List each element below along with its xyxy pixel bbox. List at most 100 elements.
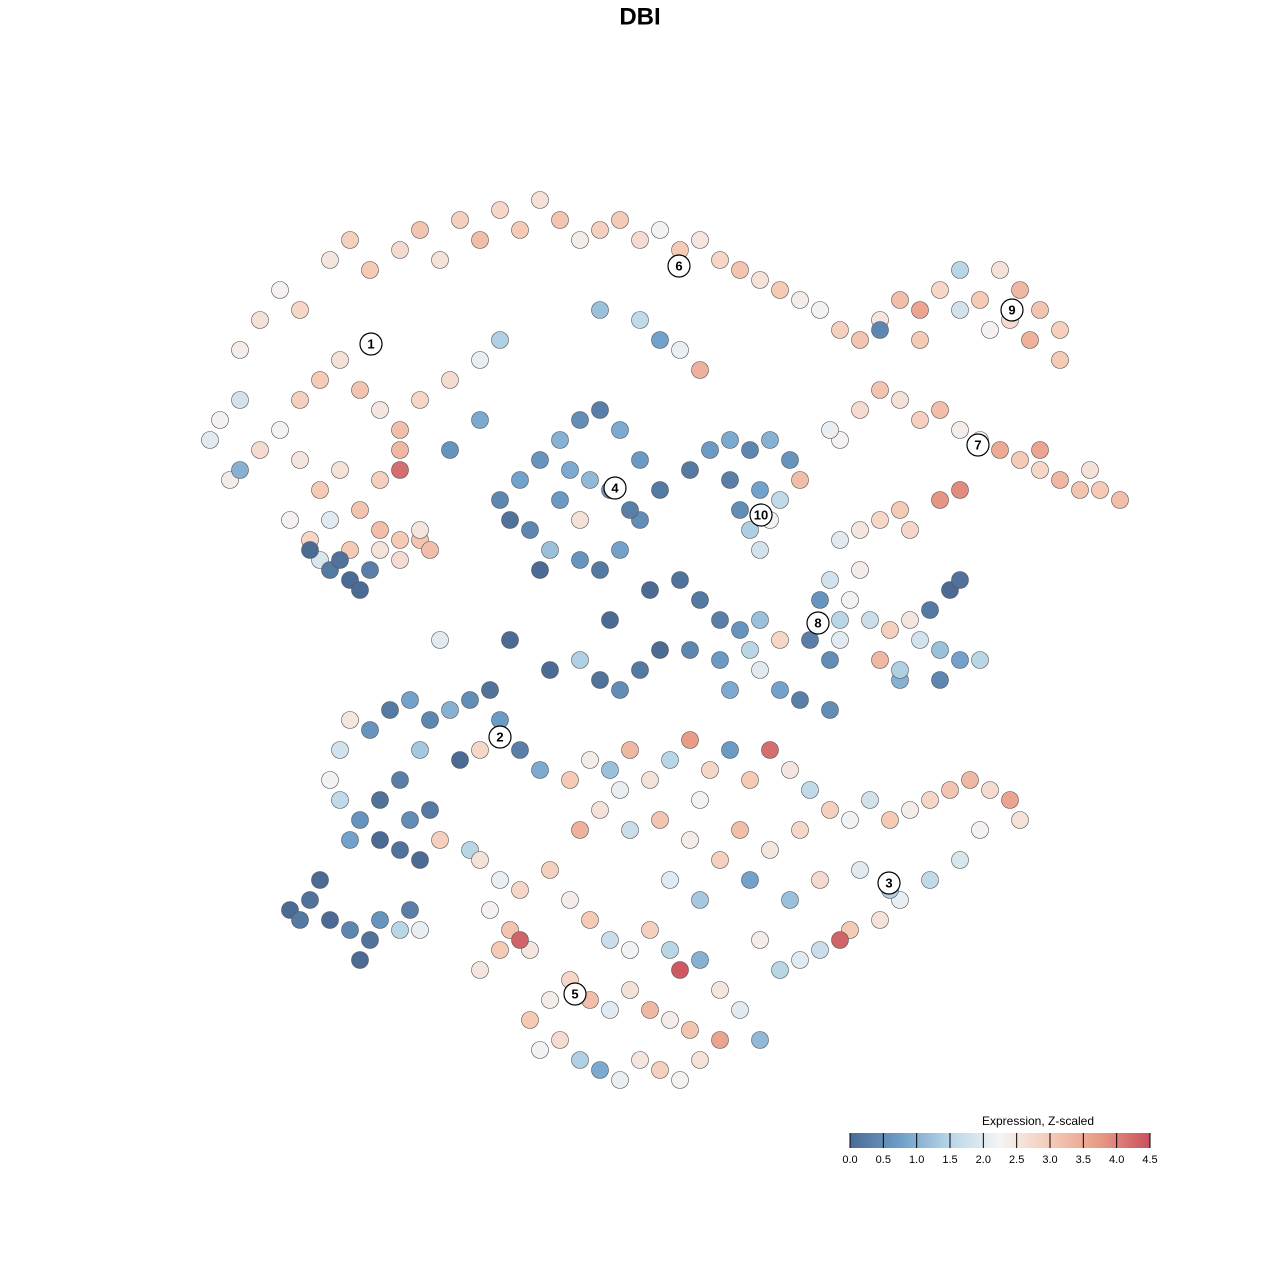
- point: [911, 301, 929, 319]
- point: [931, 401, 949, 419]
- cluster-label: 8: [814, 615, 821, 630]
- colorbar-tick-label: 0.0: [842, 1154, 857, 1166]
- point: [711, 851, 729, 869]
- point: [571, 511, 589, 529]
- point: [571, 651, 589, 669]
- point: [501, 631, 519, 649]
- point: [901, 521, 919, 539]
- point: [651, 811, 669, 829]
- point: [351, 581, 369, 599]
- point: [801, 781, 819, 799]
- point: [731, 501, 749, 519]
- point: [681, 641, 699, 659]
- point: [551, 431, 569, 449]
- point: [981, 321, 999, 339]
- point: [671, 571, 689, 589]
- point: [411, 741, 429, 759]
- colorbar-tick-label: 1.0: [909, 1154, 924, 1166]
- point: [641, 771, 659, 789]
- point: [351, 951, 369, 969]
- point: [391, 921, 409, 939]
- point: [1091, 481, 1109, 499]
- point: [401, 811, 419, 829]
- point: [791, 691, 809, 709]
- point: [681, 731, 699, 749]
- point: [671, 1071, 689, 1089]
- point: [471, 231, 489, 249]
- point: [971, 291, 989, 309]
- cluster-label: 9: [1008, 302, 1015, 317]
- point: [471, 961, 489, 979]
- point: [431, 251, 449, 269]
- point: [621, 981, 639, 999]
- point: [1001, 791, 1019, 809]
- point: [621, 741, 639, 759]
- point: [751, 271, 769, 289]
- point: [1011, 281, 1029, 299]
- point: [621, 821, 639, 839]
- point: [591, 1061, 609, 1079]
- point: [601, 931, 619, 949]
- point: [561, 771, 579, 789]
- point: [611, 1071, 629, 1089]
- point: [501, 511, 519, 529]
- point: [491, 201, 509, 219]
- point: [701, 761, 719, 779]
- cluster-label: 6: [675, 258, 682, 273]
- point: [651, 1061, 669, 1079]
- point: [721, 471, 739, 489]
- point: [1111, 491, 1129, 509]
- point: [311, 371, 329, 389]
- point: [761, 841, 779, 859]
- point: [771, 681, 789, 699]
- point: [1011, 451, 1029, 469]
- point: [621, 501, 639, 519]
- point: [821, 701, 839, 719]
- point: [931, 641, 949, 659]
- point: [971, 651, 989, 669]
- point: [751, 1031, 769, 1049]
- point: [301, 541, 319, 559]
- point: [871, 321, 889, 339]
- point: [661, 751, 679, 769]
- point: [611, 421, 629, 439]
- point: [441, 701, 459, 719]
- point: [511, 741, 529, 759]
- point: [701, 441, 719, 459]
- point: [551, 211, 569, 229]
- point: [421, 541, 439, 559]
- point: [871, 911, 889, 929]
- point: [881, 811, 899, 829]
- point: [531, 1041, 549, 1059]
- point: [251, 441, 269, 459]
- cluster-label: 1: [367, 336, 374, 351]
- point: [371, 401, 389, 419]
- point: [711, 611, 729, 629]
- point: [741, 771, 759, 789]
- point: [951, 301, 969, 319]
- point: [231, 391, 249, 409]
- point: [461, 691, 479, 709]
- point: [341, 231, 359, 249]
- cluster-label-badge: [877, 871, 901, 895]
- point: [491, 941, 509, 959]
- point: [821, 421, 839, 439]
- point: [741, 871, 759, 889]
- point: [211, 411, 229, 429]
- point: [471, 351, 489, 369]
- point: [991, 261, 1009, 279]
- point: [231, 341, 249, 359]
- point: [511, 931, 529, 949]
- point: [791, 951, 809, 969]
- point: [481, 681, 499, 699]
- point: [711, 251, 729, 269]
- point: [731, 1001, 749, 1019]
- point: [781, 761, 799, 779]
- point: [321, 511, 339, 529]
- colorbar-tick-label: 3.5: [1076, 1154, 1091, 1166]
- cluster-label-badge: [488, 725, 512, 749]
- point: [901, 801, 919, 819]
- point: [831, 611, 849, 629]
- point: [431, 631, 449, 649]
- point: [471, 411, 489, 429]
